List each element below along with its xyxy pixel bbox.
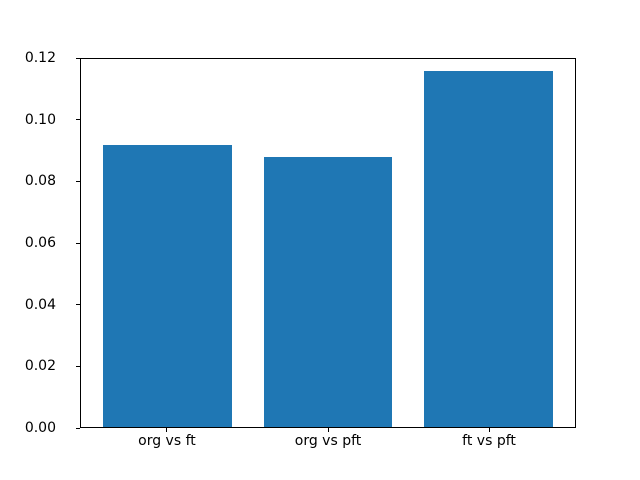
- y-tick-mark: [76, 119, 80, 121]
- y-tick-label: 0.10: [24, 111, 56, 128]
- y-tick-label: 0.12: [24, 50, 56, 66]
- y-tick-label: 0.02: [24, 358, 56, 375]
- bar-ft-vs-pft: [424, 71, 553, 427]
- x-tick-label: org vs ft: [138, 433, 196, 449]
- y-tick-mark: [76, 57, 80, 59]
- bar-org-vs-ft: [103, 144, 232, 427]
- y-tick-label: 0.06: [24, 235, 56, 251]
- y-tick-label: 0.00: [24, 420, 56, 436]
- y-tick-mark: [76, 242, 80, 244]
- plot-area: [80, 58, 576, 428]
- x-tick-label: org vs pft: [294, 433, 362, 449]
- x-tick-label: ft vs pft: [462, 433, 516, 449]
- y-tick-mark: [76, 180, 80, 182]
- y-tick-label: 0.04: [24, 296, 56, 313]
- y-tick-mark: [76, 365, 80, 367]
- y-tick-mark: [76, 304, 80, 306]
- y-tick-mark: [76, 427, 80, 429]
- bar-org-vs-pft: [263, 157, 393, 427]
- x-tick-mark: [166, 428, 168, 432]
- x-tick-mark: [488, 428, 490, 432]
- y-tick-label: 0.08: [24, 173, 56, 190]
- x-tick-mark: [327, 428, 329, 432]
